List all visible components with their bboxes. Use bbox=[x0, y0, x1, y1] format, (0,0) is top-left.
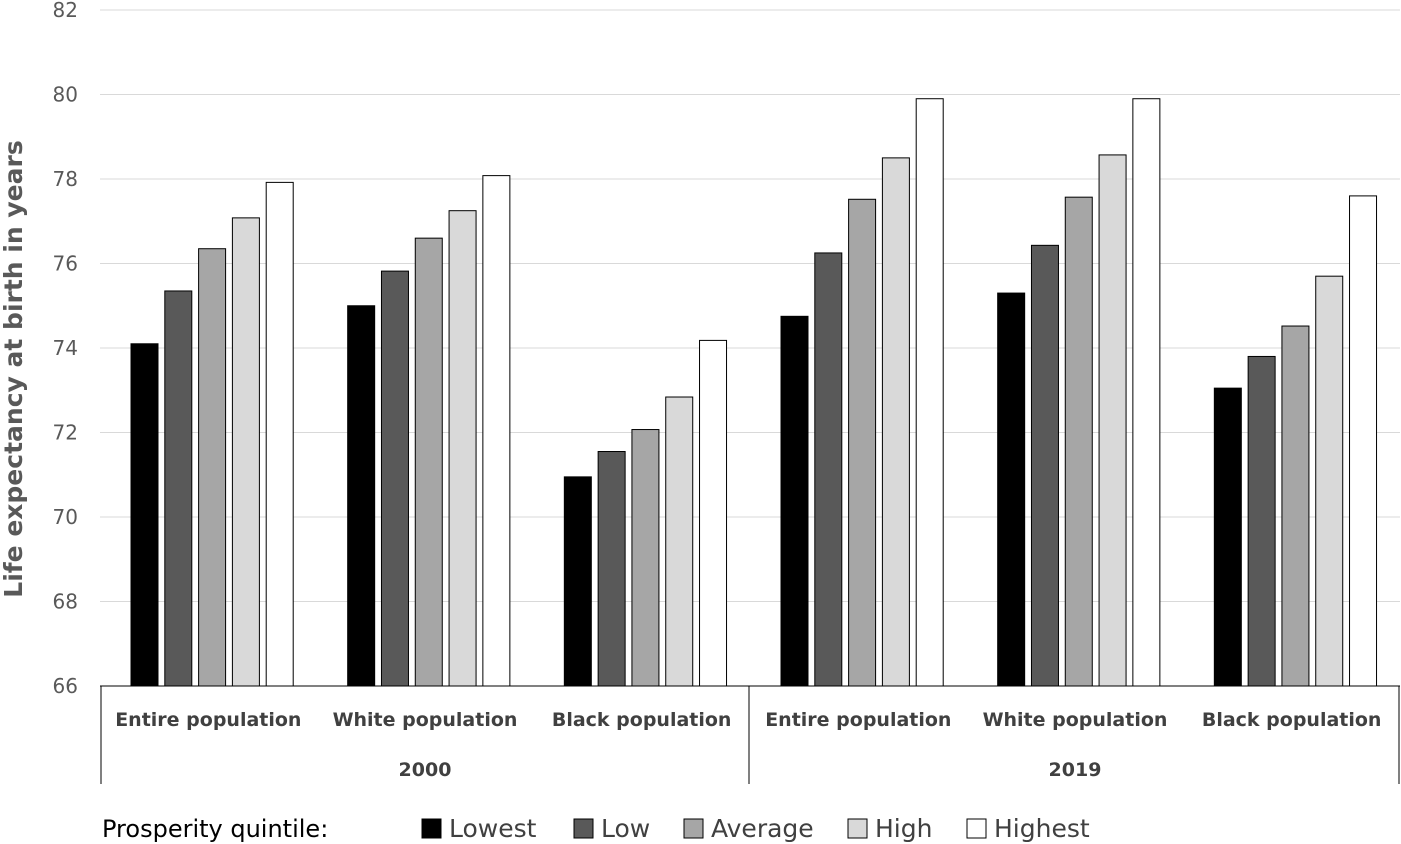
bar-lowest bbox=[563, 476, 592, 687]
legend-label-low: Low bbox=[601, 814, 650, 843]
bar-low bbox=[1030, 244, 1059, 687]
x-category-label: Black population bbox=[1202, 709, 1382, 731]
legend-label-high: High bbox=[875, 814, 932, 843]
bar-lowest bbox=[780, 315, 809, 687]
y-tick-label: 74 bbox=[53, 336, 78, 360]
x-category-label: Black population bbox=[552, 709, 732, 731]
y-tick-label: 82 bbox=[53, 0, 78, 22]
legend: Prosperity quintile: Lowest Low Average Hig… bbox=[102, 814, 1090, 843]
bar-lowest bbox=[130, 343, 159, 687]
bar-low bbox=[597, 451, 626, 687]
y-tick-label: 76 bbox=[53, 252, 78, 276]
legend-swatch-highest bbox=[966, 818, 987, 839]
bar-highest bbox=[915, 98, 944, 687]
bar-highest bbox=[1132, 98, 1161, 687]
bar-high bbox=[448, 210, 477, 687]
y-tick-label: 68 bbox=[53, 590, 78, 614]
legend-label-highest: Highest bbox=[994, 814, 1090, 843]
bar-highest bbox=[482, 175, 511, 687]
bar-average bbox=[198, 248, 227, 687]
y-axis-ticks: 66 68 70 72 74 76 78 80 82 bbox=[53, 0, 78, 698]
bar-average bbox=[414, 237, 443, 687]
bar-low bbox=[380, 270, 409, 687]
bar-lowest bbox=[997, 292, 1026, 687]
y-tick-label: 78 bbox=[53, 167, 78, 191]
x-category-label: Entire population bbox=[765, 709, 951, 731]
y-tick-label: 80 bbox=[53, 83, 78, 107]
bar-low bbox=[814, 252, 843, 687]
bars bbox=[130, 98, 1378, 687]
y-tick-label: 70 bbox=[53, 505, 78, 529]
bar-low bbox=[164, 290, 193, 687]
bar-lowest bbox=[1213, 387, 1242, 687]
x-group-label: 2000 bbox=[399, 759, 452, 781]
bar-average bbox=[848, 198, 877, 687]
bar-low bbox=[1247, 355, 1276, 687]
x-category-label: White population bbox=[333, 709, 518, 731]
legend-swatch-average bbox=[683, 818, 704, 839]
bar-high bbox=[665, 396, 694, 687]
x-category-label: Entire population bbox=[115, 709, 301, 731]
bar-highest bbox=[265, 181, 294, 687]
y-tick-label: 66 bbox=[53, 674, 78, 698]
legend-label-lowest: Lowest bbox=[449, 814, 537, 843]
bar-lowest bbox=[347, 305, 376, 687]
x-category-label: White population bbox=[983, 709, 1168, 731]
bar-high bbox=[881, 157, 910, 687]
legend-swatch-lowest bbox=[421, 818, 442, 839]
y-tick-label: 72 bbox=[53, 421, 78, 445]
bar-highest bbox=[1349, 195, 1378, 687]
x-axis: Entire population White population Black p… bbox=[100, 685, 1400, 784]
bar-average bbox=[1281, 325, 1310, 687]
y-axis-label: Life expectancy at birth in years bbox=[0, 140, 28, 597]
gridlines bbox=[100, 9, 1400, 602]
legend-swatch-low bbox=[573, 818, 594, 839]
bar-high bbox=[231, 217, 260, 687]
bar-average bbox=[631, 429, 660, 687]
legend-title: Prosperity quintile: bbox=[102, 815, 328, 843]
bar-high bbox=[1315, 275, 1344, 687]
x-group-label: 2019 bbox=[1049, 759, 1102, 781]
bar-high bbox=[1098, 154, 1127, 687]
bar-average bbox=[1064, 196, 1093, 687]
legend-label-average: Average bbox=[711, 814, 814, 843]
bar-highest bbox=[699, 339, 728, 687]
legend-swatch-high bbox=[847, 818, 868, 839]
